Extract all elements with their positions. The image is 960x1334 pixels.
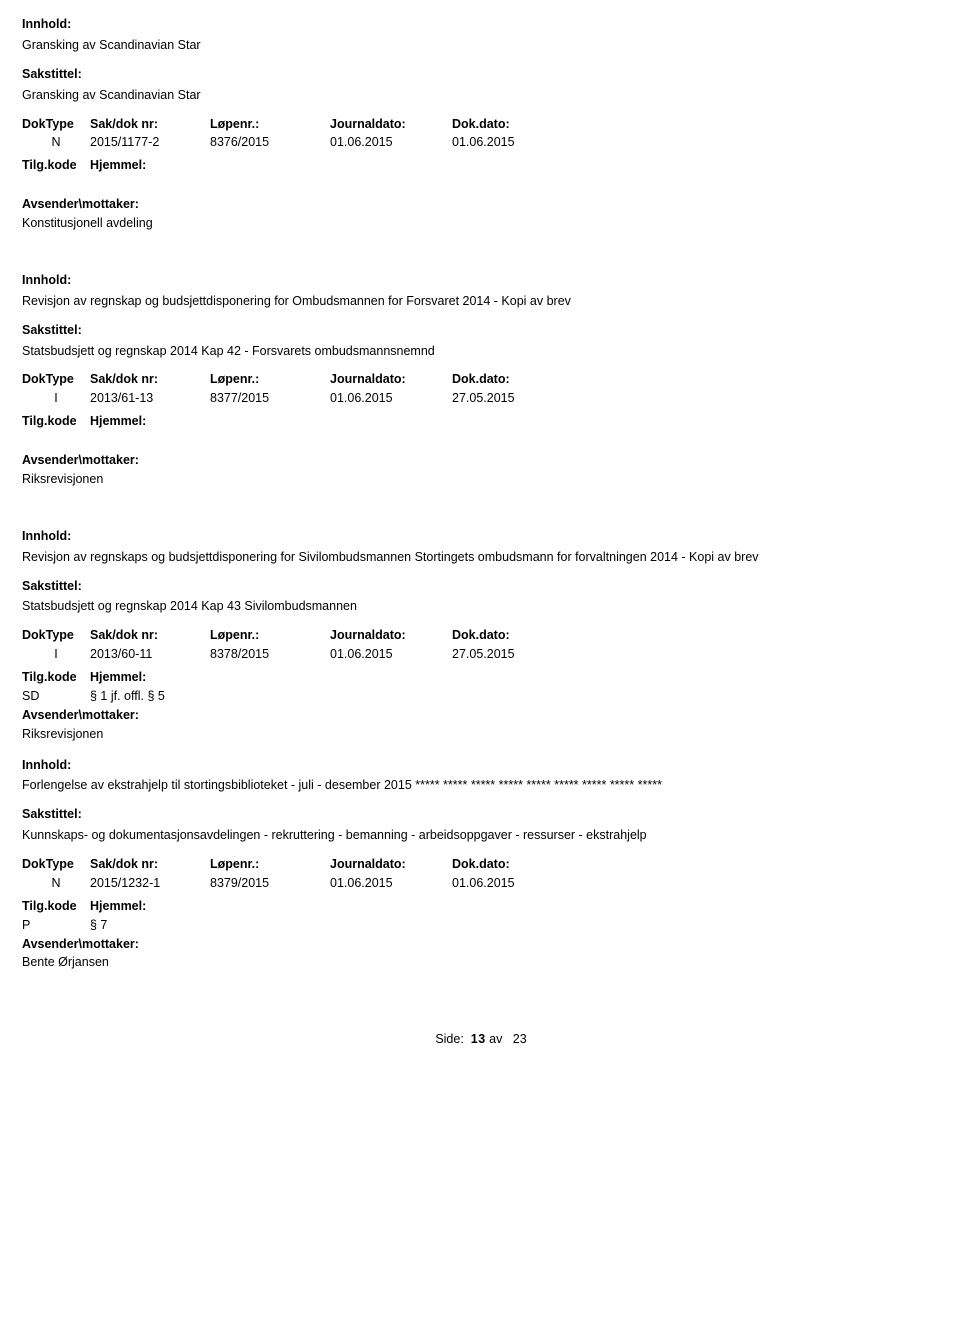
dokdato-header: Dok.dato: <box>452 116 572 133</box>
avsender-value: Konstitusjonell avdeling <box>22 215 940 232</box>
tilg-header-row: Tilg.kode Hjemmel: <box>22 898 940 915</box>
dokdato-header: Dok.dato: <box>452 371 572 388</box>
lopenr-value: 8379/2015 <box>210 875 330 892</box>
journal-record: Innhold: Forlengelse av ekstrahjelp til … <box>22 757 940 972</box>
hjemmel-value: § 7 <box>90 917 290 934</box>
footer-page-total: 23 <box>513 1032 527 1046</box>
hjemmel-header: Hjemmel: <box>90 669 290 686</box>
dokdato-header: Dok.dato: <box>452 627 572 644</box>
footer-page-current: 13 <box>471 1032 486 1046</box>
sakstittel-value: Statsbudsjett og regnskap 2014 Kap 43 Si… <box>22 598 940 615</box>
sakstittel-value: Statsbudsjett og regnskap 2014 Kap 42 - … <box>22 343 940 360</box>
tilg-data-row: P § 7 <box>22 917 940 934</box>
avsender-label: Avsender\mottaker: <box>22 452 940 469</box>
tilgkode-header: Tilg.kode <box>22 669 90 686</box>
lopenr-value: 8378/2015 <box>210 646 330 663</box>
data-row: N 2015/1177-2 8376/2015 01.06.2015 01.06… <box>22 134 940 151</box>
innhold-value: Revisjon av regnskap og budsjettdisponer… <box>22 293 940 310</box>
hjemmel-header: Hjemmel: <box>90 898 290 915</box>
sakstittel-label: Sakstittel: <box>22 66 940 83</box>
innhold-label: Innhold: <box>22 757 940 774</box>
journal-record: Innhold: Revisjon av regnskaps og budsje… <box>22 528 940 743</box>
doktype-header: DokType <box>22 627 90 644</box>
doktype-header: DokType <box>22 116 90 133</box>
avsender-label: Avsender\mottaker: <box>22 196 940 213</box>
tilg-header-row: Tilg.kode Hjemmel: <box>22 157 940 174</box>
sakstittel-label: Sakstittel: <box>22 578 940 595</box>
innhold-value: Revisjon av regnskaps og budsjettdispone… <box>22 549 940 566</box>
dokdato-value: 27.05.2015 <box>452 390 572 407</box>
tilgkode-header: Tilg.kode <box>22 157 90 174</box>
avsender-label: Avsender\mottaker: <box>22 936 940 953</box>
dokdato-value: 27.05.2015 <box>452 646 572 663</box>
tilgkode-value: P <box>22 917 90 934</box>
dokdato-header: Dok.dato: <box>452 856 572 873</box>
doktype-value: I <box>22 390 90 407</box>
innhold-label: Innhold: <box>22 16 940 33</box>
doktype-header: DokType <box>22 856 90 873</box>
page-footer: Side: 13 av 23 <box>22 1031 940 1048</box>
journaldato-value: 01.06.2015 <box>330 875 452 892</box>
journaldato-value: 01.06.2015 <box>330 646 452 663</box>
lopenr-header: Løpenr.: <box>210 627 330 644</box>
journal-record: Innhold: Revisjon av regnskap og budsjet… <box>22 272 940 488</box>
saknr-value: 2015/1232-1 <box>90 875 210 892</box>
column-headers: DokType Sak/dok nr: Løpenr.: Journaldato… <box>22 627 940 644</box>
avsender-value: Riksrevisjonen <box>22 726 940 743</box>
dokdato-value: 01.06.2015 <box>452 875 572 892</box>
saknr-header: Sak/dok nr: <box>90 856 210 873</box>
dokdato-value: 01.06.2015 <box>452 134 572 151</box>
tilg-data-row: SD § 1 jf. offl. § 5 <box>22 688 940 705</box>
column-headers: DokType Sak/dok nr: Løpenr.: Journaldato… <box>22 116 940 133</box>
journaldato-value: 01.06.2015 <box>330 134 452 151</box>
sakstittel-value: Gransking av Scandinavian Star <box>22 87 940 104</box>
tilgkode-header: Tilg.kode <box>22 413 90 430</box>
data-row: I 2013/61-13 8377/2015 01.06.2015 27.05.… <box>22 390 940 407</box>
tilgkode-value: SD <box>22 688 90 705</box>
avsender-label: Avsender\mottaker: <box>22 707 940 724</box>
doktype-value: N <box>22 134 90 151</box>
journal-record: Innhold: Gransking av Scandinavian Star … <box>22 16 940 232</box>
saknr-header: Sak/dok nr: <box>90 116 210 133</box>
doktype-value: N <box>22 875 90 892</box>
lopenr-value: 8377/2015 <box>210 390 330 407</box>
doktype-value: I <box>22 646 90 663</box>
sakstittel-value: Kunnskaps- og dokumentasjonsavdelingen -… <box>22 827 940 844</box>
journaldato-header: Journaldato: <box>330 116 452 133</box>
footer-label: Side: <box>435 1032 464 1046</box>
innhold-value: Gransking av Scandinavian Star <box>22 37 940 54</box>
avsender-value: Bente Ørjansen <box>22 954 940 971</box>
lopenr-header: Løpenr.: <box>210 371 330 388</box>
tilgkode-header: Tilg.kode <box>22 898 90 915</box>
lopenr-value: 8376/2015 <box>210 134 330 151</box>
data-row: N 2015/1232-1 8379/2015 01.06.2015 01.06… <box>22 875 940 892</box>
journaldato-value: 01.06.2015 <box>330 390 452 407</box>
hjemmel-value: § 1 jf. offl. § 5 <box>90 688 290 705</box>
sakstittel-label: Sakstittel: <box>22 806 940 823</box>
column-headers: DokType Sak/dok nr: Løpenr.: Journaldato… <box>22 371 940 388</box>
sakstittel-label: Sakstittel: <box>22 322 940 339</box>
saknr-value: 2013/60-11 <box>90 646 210 663</box>
innhold-label: Innhold: <box>22 272 940 289</box>
journaldato-header: Journaldato: <box>330 856 452 873</box>
data-row: I 2013/60-11 8378/2015 01.06.2015 27.05.… <box>22 646 940 663</box>
lopenr-header: Løpenr.: <box>210 116 330 133</box>
lopenr-header: Løpenr.: <box>210 856 330 873</box>
avsender-value: Riksrevisjonen <box>22 471 940 488</box>
doktype-header: DokType <box>22 371 90 388</box>
saknr-header: Sak/dok nr: <box>90 627 210 644</box>
column-headers: DokType Sak/dok nr: Løpenr.: Journaldato… <box>22 856 940 873</box>
saknr-value: 2013/61-13 <box>90 390 210 407</box>
hjemmel-header: Hjemmel: <box>90 413 290 430</box>
saknr-value: 2015/1177-2 <box>90 134 210 151</box>
innhold-value: Forlengelse av ekstrahjelp til stortings… <box>22 777 940 794</box>
tilg-header-row: Tilg.kode Hjemmel: <box>22 413 940 430</box>
journaldato-header: Journaldato: <box>330 371 452 388</box>
journaldato-header: Journaldato: <box>330 627 452 644</box>
saknr-header: Sak/dok nr: <box>90 371 210 388</box>
innhold-label: Innhold: <box>22 528 940 545</box>
tilg-header-row: Tilg.kode Hjemmel: <box>22 669 940 686</box>
footer-sep: av <box>489 1032 502 1046</box>
hjemmel-header: Hjemmel: <box>90 157 290 174</box>
